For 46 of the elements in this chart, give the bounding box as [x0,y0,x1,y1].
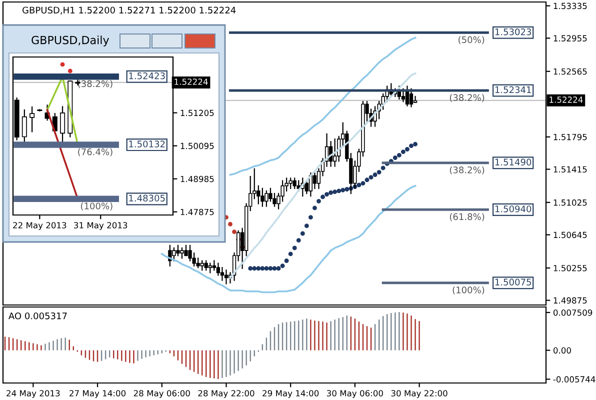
annotation: 1.50940 [495,205,532,212]
y-tick-label: 1.50645 [554,232,587,238]
y-tick-label: 1.51415 [554,166,587,173]
x-tick-label: 28 May 06:00 [134,390,190,398]
annotation: 1.52341 [495,86,531,94]
y-tick-label: 1.50255 [554,264,587,272]
y-tick-label: 1.50095 [180,142,214,150]
y-tick-label: 1.51205 [180,110,214,116]
series-label: (38.2%) [78,80,112,88]
x-tick-label: 27 May 14:00 [70,390,126,398]
annotation: 1.53023 [495,28,532,36]
annotation: 1.50132 [129,140,165,148]
annotation: 1.50075 [495,278,531,286]
x-tick-label: 31 May 2013 [74,222,128,230]
y-tick-label: -0.005744 [553,376,596,382]
y-tick-label: 1.51025 [554,199,587,206]
x-tick-label: 30 May 22:00 [391,390,448,398]
y-tick-label: 1.53335 [554,2,587,10]
annotation: 1.51490 [495,158,532,166]
chart-title: GBPUSD,H1 1.52200 1.52271 1.52200 1.52224 [22,6,236,14]
series-label: (76.4%) [78,148,112,156]
x-tick-label: 29 May 14:00 [262,390,319,398]
series-label: (38.2%) [450,94,484,102]
ref-line-label: 1.52224 [550,96,583,103]
y-tick-label: 1.48985 [180,176,214,182]
y-tick-label: 0.00 [553,347,571,354]
chart-title: GBPUSD,Daily [32,36,109,46]
y-tick-label: 0.007509 [553,309,592,316]
x-tick-label: 22 May 2013 [13,222,66,230]
y-tick-label: 1.47875 [180,208,214,216]
series-label: (61.8%) [450,213,484,222]
annotation: 1.48305 [129,194,165,202]
y-tick-label: 1.52955 [554,35,587,42]
x-tick-label: 24 May 2013 [6,390,60,398]
series-label: (50%) [458,36,484,44]
x-tick-label: 30 May 06:00 [327,390,383,398]
series-label: (38.2%) [450,166,484,174]
chart-title: AO 0.005317 [8,312,67,320]
y-tick-label: 1.49875 [554,297,587,304]
x-tick-label: 28 May 22:00 [198,390,254,398]
y-tick-label: 1.52565 [554,68,587,75]
y-tick-label: 1.51795 [554,134,587,140]
annotation: 1.52423 [129,72,165,80]
series-label: (100%) [81,202,112,210]
ref-line-label: 1.52224 [174,78,208,85]
series-label: (100%) [452,286,484,294]
